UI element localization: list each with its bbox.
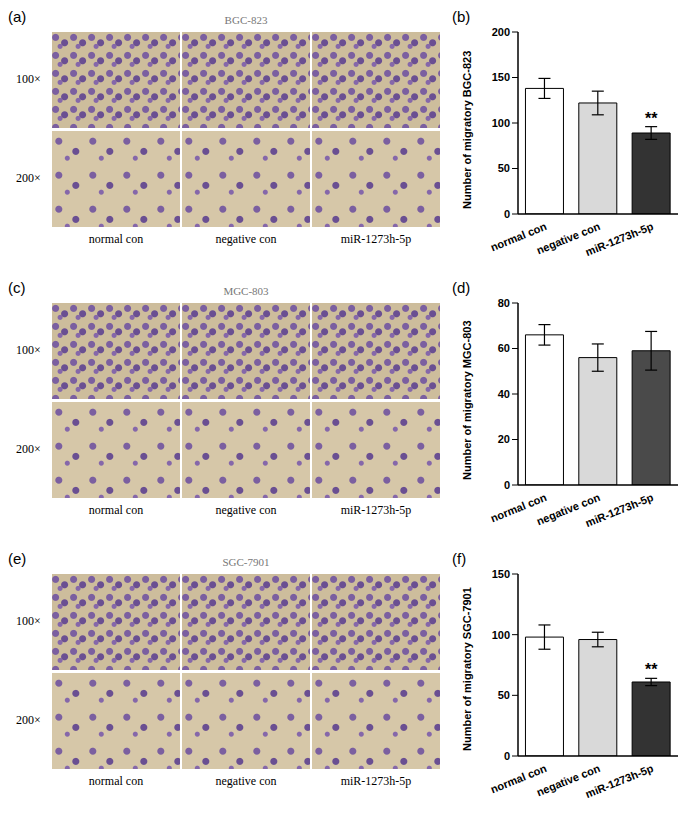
svg-text:normal con: normal con: [488, 491, 549, 525]
svg-text:Number of migratory MGC-803: Number of migratory MGC-803: [461, 320, 473, 480]
html-text:(a): (a): [8, 8, 27, 25]
html-text:miR-1273h-5p: miR-1273h-5p: [340, 774, 412, 788]
html-text:100×: 100×: [16, 614, 41, 628]
svg-text:miR-1273h-5p: miR-1273h-5p: [584, 491, 656, 529]
html-text:normal con: normal con: [88, 774, 144, 788]
html-text:(b): (b): [452, 8, 471, 25]
svg-text:**: **: [645, 661, 658, 678]
svg-text:150: 150: [492, 568, 510, 580]
html-text:(e): (e): [8, 550, 27, 567]
svg-text:Number of migratory BGC-823: Number of migratory BGC-823: [461, 51, 473, 209]
html-text:negative con: negative con: [215, 232, 277, 246]
svg-text:normal con: normal con: [488, 220, 549, 254]
svg-text:50: 50: [498, 162, 510, 174]
svg-text:40: 40: [498, 388, 510, 400]
html-text:200×: 200×: [16, 442, 41, 456]
svg-text:60: 60: [498, 342, 510, 354]
html-text:SGC-7901: SGC-7901: [222, 556, 270, 568]
svg-text:miR-1273h-5p: miR-1273h-5p: [584, 762, 656, 800]
html-text:normal con: normal con: [88, 503, 144, 517]
svg-text:0: 0: [504, 208, 510, 220]
svg-text:150: 150: [492, 71, 510, 83]
svg-text:100: 100: [492, 629, 510, 641]
svg-text:0: 0: [504, 479, 510, 491]
html-text:negative con: negative con: [215, 503, 277, 517]
html-text:MGC-803: MGC-803: [223, 285, 269, 297]
svg-text:Number of migratory SGC-7901: Number of migratory SGC-7901: [461, 587, 473, 751]
svg-text:negative con: negative con: [534, 491, 602, 528]
svg-text:50: 50: [498, 689, 510, 701]
svg-text:80: 80: [498, 297, 510, 309]
svg-text:**: **: [645, 110, 658, 127]
svg-text:0: 0: [504, 750, 510, 762]
html-text:BGC-823: BGC-823: [224, 14, 268, 26]
html-text:negative con: negative con: [215, 774, 277, 788]
html-text:100×: 100×: [16, 343, 41, 357]
html-text:normal con: normal con: [88, 232, 144, 246]
html-text:miR-1273h-5p: miR-1273h-5p: [340, 503, 412, 517]
html-text:100×: 100×: [16, 72, 41, 86]
svg-text:negative con: negative con: [534, 762, 602, 799]
svg-text:20: 20: [498, 433, 510, 445]
html-text:(c): (c): [8, 279, 26, 296]
svg-text:normal con: normal con: [488, 762, 549, 796]
svg-text:miR-1273h-5p: miR-1273h-5p: [584, 220, 656, 258]
html-text:miR-1273h-5p: miR-1273h-5p: [340, 232, 412, 246]
html-text:200×: 200×: [16, 171, 41, 185]
svg-text:100: 100: [492, 117, 510, 129]
html-text:(d): (d): [452, 279, 471, 296]
svg-text:negative con: negative con: [534, 220, 602, 257]
html-text:200×: 200×: [16, 713, 41, 727]
html-text:(f): (f): [452, 550, 467, 567]
svg-text:200: 200: [492, 26, 510, 38]
